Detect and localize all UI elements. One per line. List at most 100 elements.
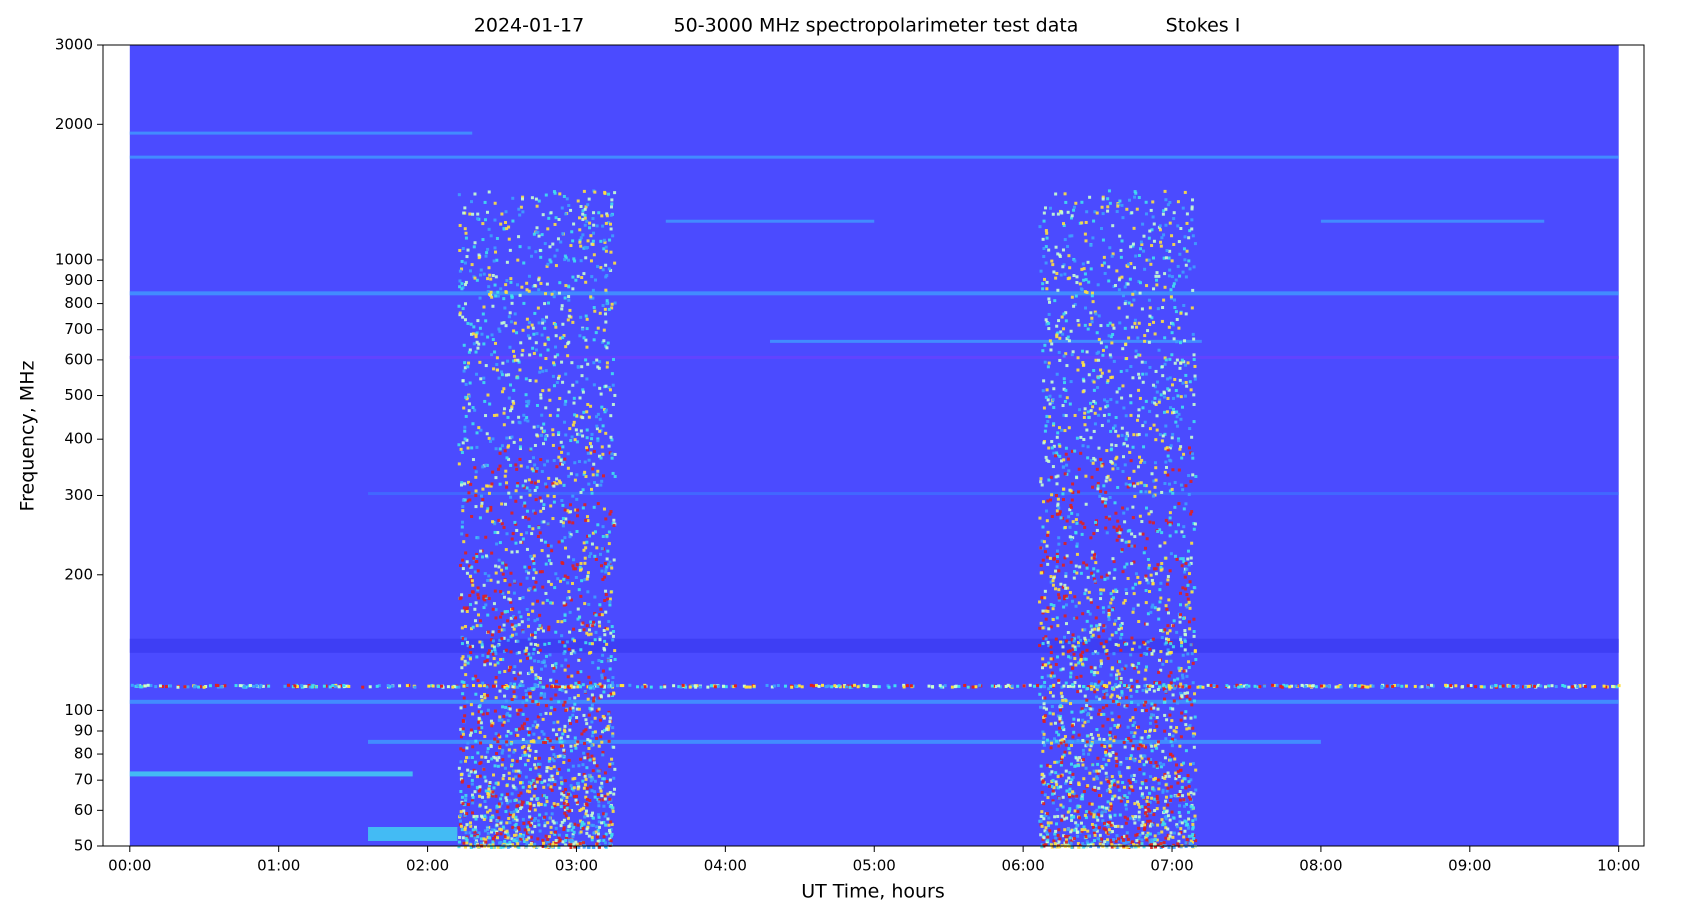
burst-speckle [1167, 598, 1171, 602]
burst-speckle [558, 754, 562, 758]
burst-speckle [507, 590, 511, 594]
burst-speckle [539, 692, 543, 696]
burst-speckle [1188, 685, 1192, 689]
speckle [615, 684, 619, 688]
speckle [974, 685, 978, 689]
burst-speckle [1114, 416, 1118, 420]
burst-speckle [1101, 238, 1105, 242]
burst-speckle [1113, 813, 1117, 817]
burst-speckle [537, 321, 541, 325]
burst-speckle [608, 762, 612, 766]
burst-speckle [537, 801, 541, 805]
burst-speckle [1193, 814, 1197, 818]
burst-speckle [576, 670, 580, 674]
burst-speckle [1106, 209, 1110, 213]
burst-speckle [1106, 824, 1110, 828]
burst-speckle [1144, 546, 1148, 550]
speckle [1396, 683, 1400, 687]
burst-speckle [1115, 764, 1119, 768]
burst-speckle [1153, 680, 1157, 684]
burst-speckle [530, 480, 534, 484]
burst-speckle [1151, 521, 1155, 525]
burst-speckle [546, 494, 550, 498]
burst-speckle [594, 830, 598, 834]
burst-speckle [1046, 562, 1050, 566]
burst-speckle [1124, 414, 1128, 418]
burst-speckle [568, 630, 572, 634]
burst-speckle [574, 508, 578, 512]
burst-speckle [1050, 705, 1054, 709]
burst-speckle [1190, 541, 1194, 545]
burst-speckle [572, 401, 576, 405]
burst-speckle [1192, 353, 1196, 357]
burst-speckle [547, 835, 551, 839]
burst-speckle [544, 437, 548, 441]
burst-speckle [495, 819, 499, 823]
burst-speckle [1040, 539, 1044, 543]
speckle [1227, 685, 1231, 689]
burst-speckle [1124, 821, 1128, 825]
burst-speckle [1164, 424, 1168, 428]
burst-speckle [495, 258, 499, 262]
burst-speckle [1157, 831, 1161, 835]
burst-speckle [1150, 713, 1154, 717]
burst-speckle [507, 771, 511, 775]
burst-speckle [1181, 586, 1185, 590]
burst-speckle [525, 486, 529, 490]
burst-speckle [563, 254, 567, 258]
burst-speckle [607, 801, 611, 805]
burst-speckle [545, 766, 549, 770]
burst-speckle [505, 792, 509, 796]
speckle [1271, 683, 1275, 687]
burst-speckle [1076, 739, 1080, 743]
burst-speckle [586, 752, 590, 756]
burst-speckle [543, 429, 547, 433]
burst-speckle [564, 835, 568, 839]
speckle [149, 684, 153, 688]
burst-speckle [1049, 741, 1053, 745]
speckle [130, 683, 134, 687]
burst-speckle [468, 575, 472, 579]
burst-speckle [1060, 818, 1064, 822]
burst-speckle [1045, 458, 1049, 462]
burst-speckle [598, 417, 602, 421]
burst-speckle [610, 372, 614, 376]
burst-speckle [593, 779, 597, 783]
burst-speckle [466, 644, 470, 648]
burst-speckle [507, 817, 511, 821]
burst-speckle [556, 755, 560, 759]
speckle [1237, 685, 1241, 689]
burst-speckle [1170, 353, 1174, 357]
burst-speckle [1051, 799, 1055, 803]
burst-speckle [597, 620, 601, 624]
burst-speckle [1080, 221, 1084, 225]
burst-speckle [611, 734, 615, 738]
burst-speckle [464, 759, 468, 763]
burst-speckle [463, 429, 467, 433]
burst-speckle [1058, 837, 1062, 841]
burst-speckle [552, 759, 556, 763]
burst-speckle [492, 413, 496, 417]
burst-speckle [540, 520, 544, 524]
burst-speckle [1049, 625, 1053, 629]
burst-speckle [1182, 360, 1186, 364]
burst-speckle [610, 834, 614, 838]
burst-speckle [1166, 624, 1170, 628]
burst-speckle [588, 798, 592, 802]
burst-speckle [504, 210, 508, 214]
burst-speckle [1064, 781, 1068, 785]
burst-speckle [459, 824, 463, 828]
burst-speckle [610, 202, 614, 206]
burst-speckle [1100, 263, 1104, 267]
burst-speckle [1070, 234, 1074, 238]
burst-speckle [468, 831, 472, 835]
burst-speckle [1143, 360, 1147, 364]
burst-speckle [469, 821, 473, 825]
burst-speckle [1060, 755, 1064, 759]
speckle [457, 685, 461, 689]
speckle [744, 685, 748, 689]
burst-speckle [496, 580, 500, 584]
burst-speckle [1160, 765, 1164, 769]
burst-speckle [1047, 687, 1051, 691]
burst-speckle [467, 491, 471, 495]
